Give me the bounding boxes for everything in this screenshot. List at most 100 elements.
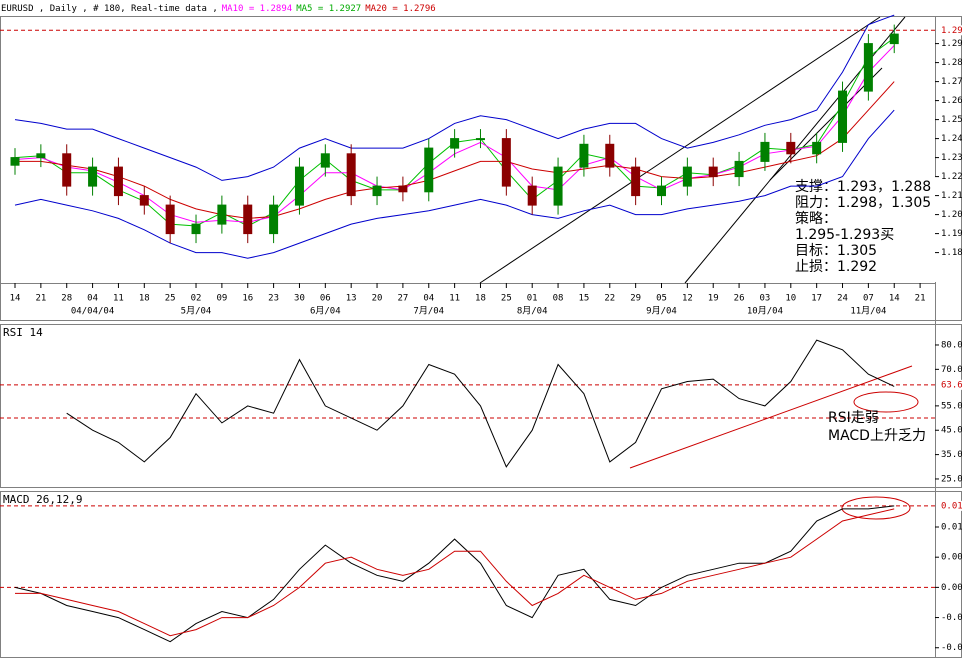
candle-body: [605, 143, 615, 168]
candle-body: [139, 195, 149, 206]
level-label-bg: [937, 25, 962, 36]
y-tick-label: 1.250: [941, 115, 962, 125]
x-tick-label: 21: [915, 294, 926, 304]
x-tick-label: 11: [113, 294, 124, 304]
x-tick-label: 27: [397, 294, 408, 304]
x-tick-label: 22: [604, 294, 615, 304]
candle-body: [657, 185, 666, 197]
title-part: EURUSD , Daily , # 180, Real-time data ,: [1, 4, 218, 14]
y-tick-label: 1.270: [941, 77, 962, 87]
x-tick-label: 21: [35, 294, 46, 304]
candle-body: [475, 138, 485, 141]
candle-body: [579, 143, 589, 168]
candle-body: [838, 90, 848, 143]
annotation: 策略：: [795, 210, 837, 227]
candle-body: [682, 166, 692, 187]
y-tick-label: -0.005: [941, 613, 962, 623]
y-tick-label: 1.280: [941, 58, 962, 68]
candle-body: [889, 33, 899, 45]
x-tick-label: 06: [320, 294, 331, 304]
x-tick-label: 26: [734, 294, 745, 304]
level-label-bg: [937, 500, 962, 511]
title-part: MA20 = 1.2796: [365, 4, 435, 14]
x-tick-label: 18: [475, 294, 486, 304]
series-line: [14, 505, 895, 643]
x-tick-label: 05: [656, 294, 667, 304]
level-label: 0.013: [941, 501, 962, 511]
x-tick-label: 28: [61, 294, 72, 304]
x-tick-label: 07: [863, 294, 874, 304]
x-tick-label: 08: [553, 294, 564, 304]
candle-body: [191, 223, 201, 235]
trend-line: [479, 16, 881, 284]
candle-body: [113, 166, 123, 197]
annotation: 止损：1.292: [795, 259, 877, 275]
annotation: 1.295-1.293买: [795, 227, 894, 243]
x-tick-label: 18: [139, 294, 150, 304]
annotation: 阻力：1.298，1.305: [795, 195, 931, 211]
candle-body: [812, 141, 822, 155]
month-label: 04/04/04: [71, 307, 114, 317]
overlay-line: [14, 109, 895, 259]
x-tick-label: 11: [449, 294, 460, 304]
x-tick-label: 02: [191, 294, 202, 304]
x-tick-label: 25: [165, 294, 176, 304]
x-tick-label: 14: [889, 294, 900, 304]
x-tick-label: 25: [501, 294, 512, 304]
candle-body: [88, 166, 98, 187]
y-tick-label: 1.240: [941, 134, 962, 144]
month-label: 10月/04: [747, 306, 783, 317]
y-tick-label: 1.180: [941, 248, 962, 258]
y-tick-label: 1.260: [941, 96, 962, 106]
annotation: RSI走弱: [828, 410, 879, 426]
x-tick-label: 04: [87, 294, 98, 304]
candle-body: [501, 138, 511, 187]
level-label: 1.297: [941, 26, 962, 36]
month-label: 7月/04: [413, 306, 444, 317]
x-tick-label: 15: [578, 294, 589, 304]
candle-body: [243, 204, 253, 235]
annotation: MACD上升乏力: [828, 428, 926, 444]
panel-title: MACD 26,12,9: [3, 493, 82, 506]
x-tick-label: 24: [837, 294, 848, 304]
candle-body: [269, 204, 279, 235]
annotation-box: [790, 176, 936, 282]
month-label: 5月/04: [181, 306, 212, 317]
annotation: 目标：1.305: [795, 243, 877, 259]
panel-title: RSI 14: [3, 326, 43, 339]
candle-body: [424, 147, 434, 193]
x-tick-label: 12: [682, 294, 693, 304]
highlight-ellipse: [841, 496, 911, 520]
candle-body: [760, 141, 770, 162]
y-tick-label: 1.200: [941, 210, 962, 220]
month-label: 11月/04: [850, 306, 886, 317]
x-tick-label: 01: [527, 294, 538, 304]
y-tick-label: 25.00: [941, 474, 962, 484]
y-tick-label: -0.010: [941, 643, 962, 653]
candle-body: [708, 166, 718, 178]
level-label: 63.64: [941, 380, 962, 390]
y-tick-label: 0.000: [941, 583, 962, 593]
month-label: 8月/04: [517, 306, 548, 317]
candle-body: [398, 185, 408, 193]
series-line: [15, 508, 895, 637]
x-tick-label: 14: [10, 294, 21, 304]
level-label-bg: [937, 379, 962, 390]
candle-body: [553, 166, 563, 206]
x-tick-label: 03: [760, 294, 771, 304]
candle-body: [165, 204, 175, 235]
candle-body: [631, 166, 641, 197]
candle-body: [320, 153, 330, 168]
y-tick-label: 70.00: [941, 365, 962, 375]
x-tick-label: 13: [346, 294, 357, 304]
y-tick-label: 0.010: [941, 523, 962, 533]
candle-body: [786, 141, 796, 155]
y-tick-label: 1.190: [941, 229, 962, 239]
x-tick-label: 20: [372, 294, 383, 304]
trend-line: [769, 67, 883, 181]
x-tick-label: 10: [785, 294, 796, 304]
y-tick-label: 1.210: [941, 191, 962, 201]
x-tick-label: 17: [811, 294, 822, 304]
candle-body: [10, 157, 20, 166]
